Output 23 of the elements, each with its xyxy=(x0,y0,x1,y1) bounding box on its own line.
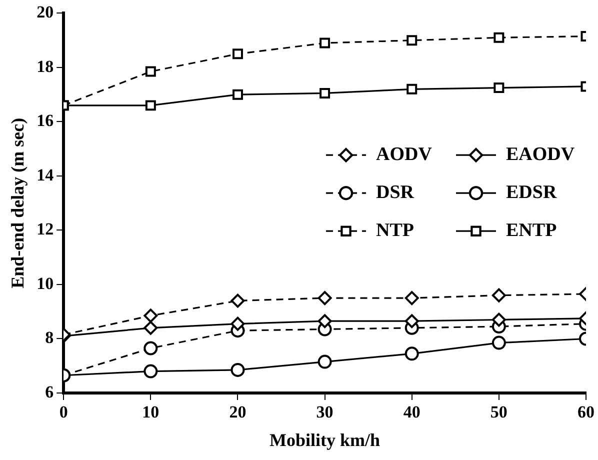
x-tick-label: 50 xyxy=(490,402,508,422)
legend-label: EDSR xyxy=(506,182,557,204)
y-tick-label: 10 xyxy=(36,274,54,293)
legend-label: EAODV xyxy=(506,144,575,166)
x-tick-label: 20 xyxy=(229,402,246,422)
x-tick-label: 0 xyxy=(59,402,68,422)
y-tick-label: 6 xyxy=(45,382,54,402)
y-tick-label: 12 xyxy=(36,220,54,239)
y-tick-label: 14 xyxy=(36,165,54,184)
legend-label: NTP xyxy=(376,220,414,242)
y-axis-title: End-end delay (m sec) xyxy=(7,118,28,288)
x-tick-label: 10 xyxy=(142,402,160,422)
legend-label: DSR xyxy=(376,182,414,204)
x-tick-label: 40 xyxy=(403,402,420,422)
y-tick-label: 20 xyxy=(36,2,54,22)
y-tick-label: 16 xyxy=(36,111,54,130)
x-tick-label: 60 xyxy=(578,402,594,422)
legend-label: ENTP xyxy=(506,220,558,242)
x-tick-label: 30 xyxy=(316,402,334,422)
x-axis-title: Mobility km/h xyxy=(270,430,380,450)
y-tick-label: 8 xyxy=(45,328,54,348)
y-tick-label: 18 xyxy=(36,56,54,76)
legend-label: AODV xyxy=(376,144,432,166)
